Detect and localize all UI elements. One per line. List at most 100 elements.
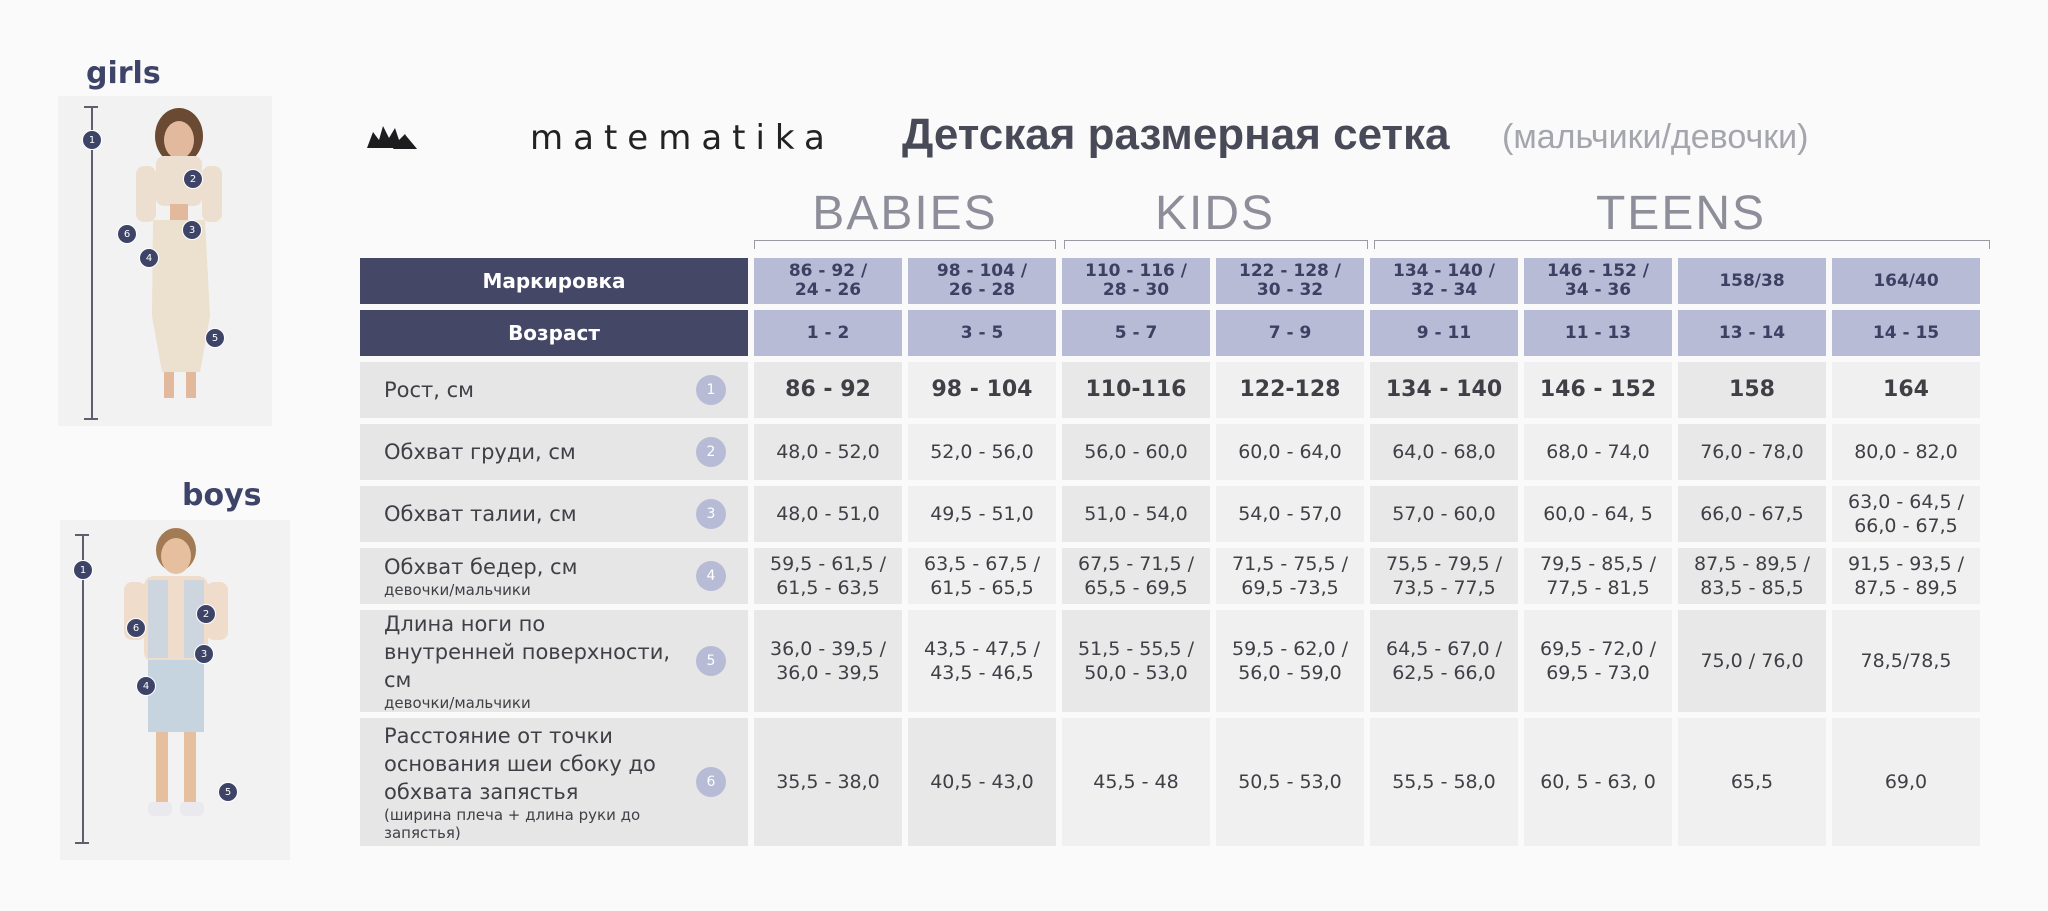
- size-value-line: 69,5 - 72,0 /: [1540, 638, 1656, 660]
- size-value-line: 63,0 - 64,5 /: [1848, 491, 1964, 513]
- size-value-line: 49,5 - 51,0: [930, 503, 1034, 525]
- size-value-line: 73,5 - 77,5: [1392, 577, 1496, 599]
- girl-height-line: [91, 106, 93, 420]
- girl-marker-6: 6: [117, 224, 137, 244]
- size-value-cell: 79,5 - 85,5 /77,5 - 81,5: [1524, 548, 1672, 604]
- row-label-text: Обхват талии, см: [384, 502, 577, 526]
- brand-name: matematika: [530, 118, 835, 158]
- marking-cell: 98 - 104 /26 - 28: [908, 258, 1056, 304]
- size-value-line: 63,5 - 67,5 /: [924, 553, 1040, 575]
- girl-marker-4: 4: [139, 248, 159, 268]
- size-value-line: 51,5 - 55,5 /: [1078, 638, 1194, 660]
- measure-number-badge: 2: [696, 437, 726, 467]
- row-label-text: Рост, см: [384, 378, 475, 402]
- size-value-cell: 69,5 - 72,0 /69,5 - 73,0: [1524, 610, 1672, 712]
- size-value-line: 134 - 140: [1385, 377, 1503, 402]
- size-value-line: 60,0 - 64, 5: [1543, 503, 1653, 525]
- boy-height-line: [82, 534, 84, 844]
- size-value-line: 110-116: [1085, 377, 1187, 402]
- size-value-cell: 66,0 - 67,5: [1678, 486, 1826, 542]
- size-value-line: 48,0 - 51,0: [776, 503, 880, 525]
- row-label: Обхват бедер, см девочки/мальчики 4: [360, 548, 748, 604]
- size-value-cell: 146 - 152: [1524, 362, 1672, 418]
- size-value-line: 122-128: [1239, 377, 1341, 402]
- size-value-line: 57,0 - 60,0: [1392, 503, 1496, 525]
- size-value-line: 65,5 - 69,5: [1084, 577, 1188, 599]
- size-value-line: 164: [1883, 377, 1929, 402]
- size-value-line: 52,0 - 56,0: [930, 441, 1034, 463]
- size-value-line: 68,0 - 74,0: [1546, 441, 1650, 463]
- row-label-text: Обхват бедер, см: [384, 555, 578, 579]
- boy-marker-4: 4: [136, 676, 156, 696]
- size-value-line: 48,0 - 52,0: [776, 441, 880, 463]
- size-value-line: 65,5: [1730, 771, 1774, 793]
- marking-cell: 86 - 92 /24 - 26: [754, 258, 902, 304]
- size-value-cell: 45,5 - 48: [1062, 718, 1210, 846]
- boy-height-bottom-tick: [75, 842, 89, 844]
- size-value-cell: 75,0 / 76,0: [1678, 610, 1826, 712]
- group-babies-bracket: [754, 240, 1056, 249]
- boys-label: boys: [182, 478, 262, 513]
- size-value-cell: 67,5 - 71,5 /65,5 - 69,5: [1062, 548, 1210, 604]
- marking-cell: 110 - 116 /28 - 30: [1062, 258, 1210, 304]
- age-cell: 9 - 11: [1370, 310, 1518, 356]
- row-label-note: девочки/мальчики: [384, 581, 531, 599]
- size-value-line: 75,5 - 79,5 /: [1386, 553, 1502, 575]
- size-value-line: 69,0: [1884, 771, 1928, 793]
- size-value-cell: 63,5 - 67,5 /61,5 - 65,5: [908, 548, 1056, 604]
- size-value-line: 59,5 - 61,5 /: [770, 553, 886, 575]
- age-cell: 3 - 5: [908, 310, 1056, 356]
- marking-label: Маркировка: [360, 258, 748, 304]
- size-value-line: 91,5 - 93,5 /: [1848, 553, 1964, 575]
- size-value-cell: 86 - 92: [754, 362, 902, 418]
- size-value-line: 35,5 - 38,0: [776, 771, 880, 793]
- size-value-line: 69,5 - 73,0: [1546, 662, 1650, 684]
- row-label: Обхват талии, см 3: [360, 486, 748, 542]
- marking-cell: 158/38: [1678, 258, 1826, 304]
- size-value-line: 51,0 - 54,0: [1084, 503, 1188, 525]
- size-value-cell: 49,5 - 51,0: [908, 486, 1056, 542]
- size-value-cell: 87,5 - 89,5 /83,5 - 85,5: [1678, 548, 1826, 604]
- girl-height-bottom-tick: [84, 418, 98, 420]
- measure-row-chest: Обхват груди, см 2 48,0 - 52,0 52,0 - 56,0 5…: [360, 424, 1980, 480]
- size-value-cell: 43,5 - 47,5 /43,5 - 46,5: [908, 610, 1056, 712]
- size-value-line: 67,5 - 71,5 /: [1078, 553, 1194, 575]
- size-value-line: 43,5 - 46,5: [930, 662, 1034, 684]
- size-value-line: 43,5 - 47,5 /: [924, 638, 1040, 660]
- age-cell: 11 - 13: [1524, 310, 1672, 356]
- measure-number-badge: 1: [696, 375, 726, 405]
- girl-figure-illustration: [136, 108, 222, 398]
- size-value-line: 87,5 - 89,5 /: [1694, 553, 1810, 575]
- girls-label: girls: [86, 56, 161, 91]
- boy-height-top-tick: [75, 534, 89, 536]
- boy-figure-illustration: [124, 528, 228, 816]
- size-value-line: 40,5 - 43,0: [930, 771, 1034, 793]
- age-cell: 14 - 15: [1832, 310, 1980, 356]
- size-value-cell: 52,0 - 56,0: [908, 424, 1056, 480]
- girl-marker-5: 5: [205, 328, 225, 348]
- row-label: Обхват груди, см 2: [360, 424, 748, 480]
- size-value-cell: 68,0 - 74,0: [1524, 424, 1672, 480]
- size-value-line: 87,5 - 89,5: [1854, 577, 1958, 599]
- size-value-line: 59,5 - 62,0 /: [1232, 638, 1348, 660]
- size-value-cell: 91,5 - 93,5 /87,5 - 89,5: [1832, 548, 1980, 604]
- group-teens: TEENS: [1595, 187, 1767, 240]
- boy-marker-1: 1: [73, 560, 93, 580]
- size-value-line: 66,0 - 67,5: [1700, 503, 1804, 525]
- size-value-cell: 76,0 - 78,0: [1678, 424, 1826, 480]
- girls-photo: [58, 96, 272, 426]
- boy-marker-5: 5: [218, 782, 238, 802]
- size-value-line: 79,5 - 85,5 /: [1540, 553, 1656, 575]
- size-value-line: 36,0 - 39,5 /: [770, 638, 886, 660]
- measure-row-hips: Обхват бедер, см девочки/мальчики 4 59,5 - …: [360, 548, 1980, 604]
- size-value-line: 83,5 - 85,5: [1700, 577, 1804, 599]
- size-value-cell: 60, 5 - 63, 0: [1524, 718, 1672, 846]
- group-teens-bracket: [1374, 240, 1990, 249]
- group-babies: BABIES: [812, 187, 998, 240]
- girl-marker-3: 3: [182, 220, 202, 240]
- size-value-line: 36,0 - 39,5: [776, 662, 880, 684]
- size-value-line: 64,0 - 68,0: [1392, 441, 1496, 463]
- measure-row-waist: Обхват талии, см 3 48,0 - 51,0 49,5 - 51,0 5…: [360, 486, 1980, 542]
- size-value-line: 98 - 104: [931, 377, 1033, 402]
- size-value-line: 56,0 - 60,0: [1084, 441, 1188, 463]
